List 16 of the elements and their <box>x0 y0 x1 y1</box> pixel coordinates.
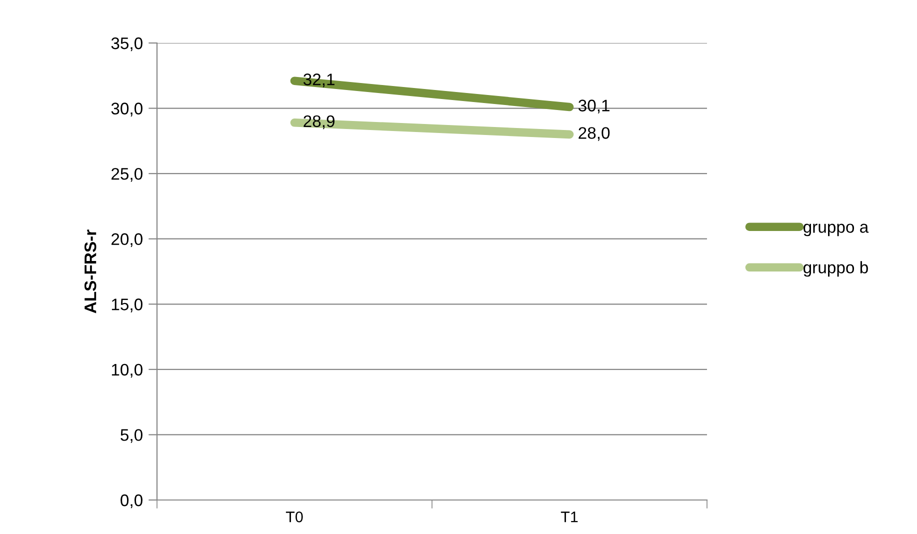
y-tick-label: 20,0 <box>112 233 142 248</box>
y-axis-title: ALS-FRS-r <box>84 230 96 314</box>
y-tick-label: 0,0 <box>120 494 142 508</box>
legend-label: gruppo a <box>804 224 869 236</box>
legend-label: gruppo b <box>804 261 868 277</box>
y-tick-label: 15,0 <box>112 298 142 312</box>
data-label: 28,0 <box>578 127 610 141</box>
data-label: 28,9 <box>304 115 334 130</box>
x-tick-label: T0 <box>286 512 303 522</box>
y-tick-label: 25,0 <box>112 168 142 182</box>
x-tick-label: T1 <box>560 512 578 522</box>
data-label: 30,1 <box>578 100 610 114</box>
y-tick-label: 5,0 <box>120 429 142 443</box>
y-tick-label: 35,0 <box>111 37 142 52</box>
y-tick-label: 30,0 <box>111 102 142 116</box>
y-tick-label: 10,0 <box>112 364 142 378</box>
